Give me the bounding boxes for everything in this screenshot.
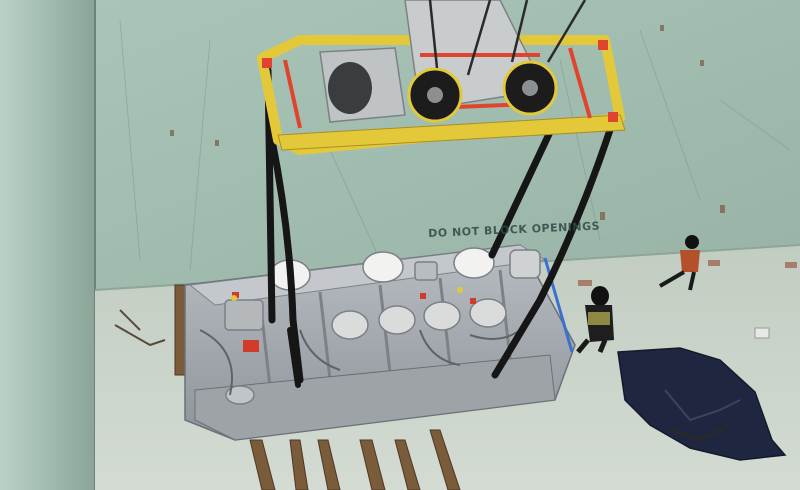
power-transformer <box>184 244 576 441</box>
worker-near-transformer <box>576 286 614 354</box>
lifting-slings <box>264 66 614 388</box>
hold-left-wall <box>0 0 96 490</box>
tarp-on-floor <box>617 347 787 461</box>
paper-on-floor <box>754 327 770 339</box>
wooden-dunnage <box>174 284 461 490</box>
spreader-beam <box>257 0 626 155</box>
floor-debris <box>114 309 166 347</box>
worker-in-background <box>658 235 700 291</box>
hold-back-wall <box>0 0 800 300</box>
